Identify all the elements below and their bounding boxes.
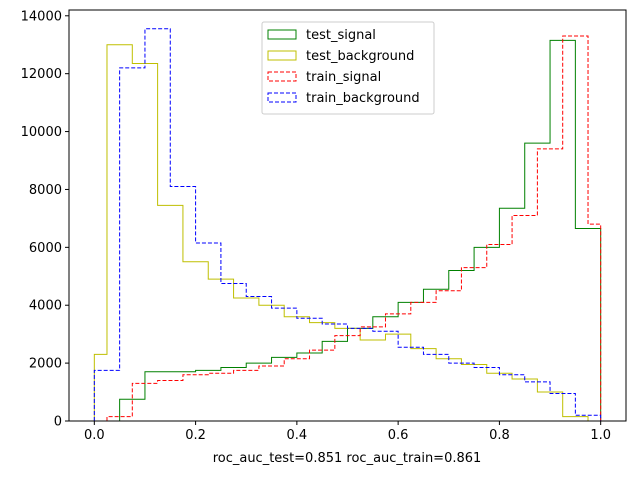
legend-box [261, 21, 435, 115]
x-tick-label: 0.2 [185, 428, 206, 443]
x-tick-label: 1.0 [590, 428, 611, 443]
y-tick-label: 4000 [29, 299, 62, 314]
y-tick-label: 8000 [29, 183, 62, 198]
x-tick-label: 0.0 [84, 428, 105, 443]
series-test-background [93, 44, 601, 422]
x-axis-label: roc_auc_test=0.851 roc_auc_train=0.861 [213, 451, 482, 466]
legend-label-test-signal: test_signal [306, 28, 376, 43]
series-train-signal [106, 35, 602, 421]
legend-swatch-test-signal [267, 29, 297, 40]
y-tick-label: 10000 [21, 125, 62, 140]
x-axis-ticks: 0.0 0.2 0.4 0.6 0.8 1.0 [84, 421, 611, 443]
x-tick-label: 0.6 [388, 428, 409, 443]
y-tick-label: 2000 [29, 357, 62, 372]
legend-label-train-background: train_background [306, 91, 420, 106]
x-tick-label: 0.4 [287, 428, 308, 443]
series-train-background [93, 28, 602, 421]
y-tick-label: 0 [54, 415, 62, 430]
legend-swatch-train-background [267, 92, 297, 103]
y-tick-label: 14000 [21, 9, 62, 24]
legend-swatch-train-signal [267, 71, 297, 82]
axes-frame [68, 9, 627, 422]
x-tick-label: 0.8 [489, 428, 510, 443]
legend-label-test-background: test_background [306, 49, 414, 64]
plot-area [93, 28, 602, 422]
legend-swatch-test-background [267, 50, 297, 61]
y-axis-ticks: 0 2000 4000 6000 8000 10000 12000 14000 [21, 9, 69, 430]
y-tick-label: 12000 [21, 67, 62, 82]
legend-label-train-signal: train_signal [306, 70, 381, 85]
y-tick-label: 6000 [29, 241, 62, 256]
legend: test_signal test_background train_signaltr… [261, 21, 435, 115]
